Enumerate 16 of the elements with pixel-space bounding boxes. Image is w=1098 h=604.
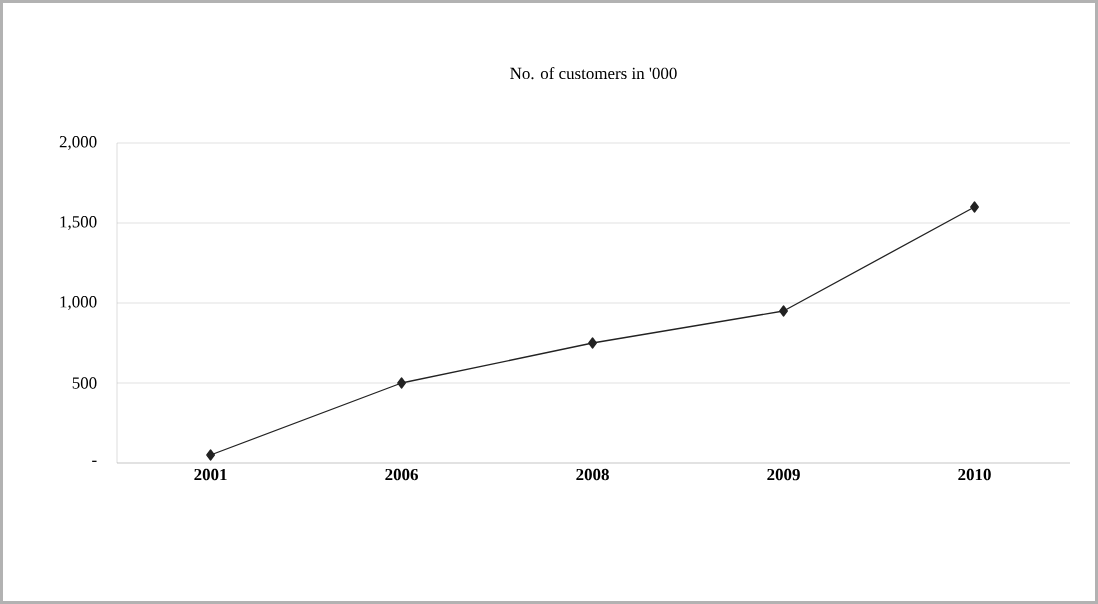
y-tick-label: 1,500 <box>60 216 97 230</box>
y-tick-label: - <box>92 460 97 462</box>
y-tick-label: 500 <box>72 377 97 389</box>
x-tick-label: 2001 <box>194 468 227 481</box>
point <box>206 449 215 461</box>
y-tick-label: 1,000 <box>60 296 97 310</box>
point <box>588 337 597 349</box>
x-tick-label: 2009 <box>767 468 800 481</box>
x-tick-label: 2008 <box>576 468 609 481</box>
point <box>970 201 979 213</box>
y-tick-label: 2,000 <box>59 136 97 150</box>
point <box>397 377 406 389</box>
x-tick-label: 2010 <box>958 468 991 481</box>
x-tick-label: 2006 <box>385 468 418 481</box>
chart-title: No. of customers in '000 <box>510 67 677 80</box>
point <box>779 305 788 317</box>
